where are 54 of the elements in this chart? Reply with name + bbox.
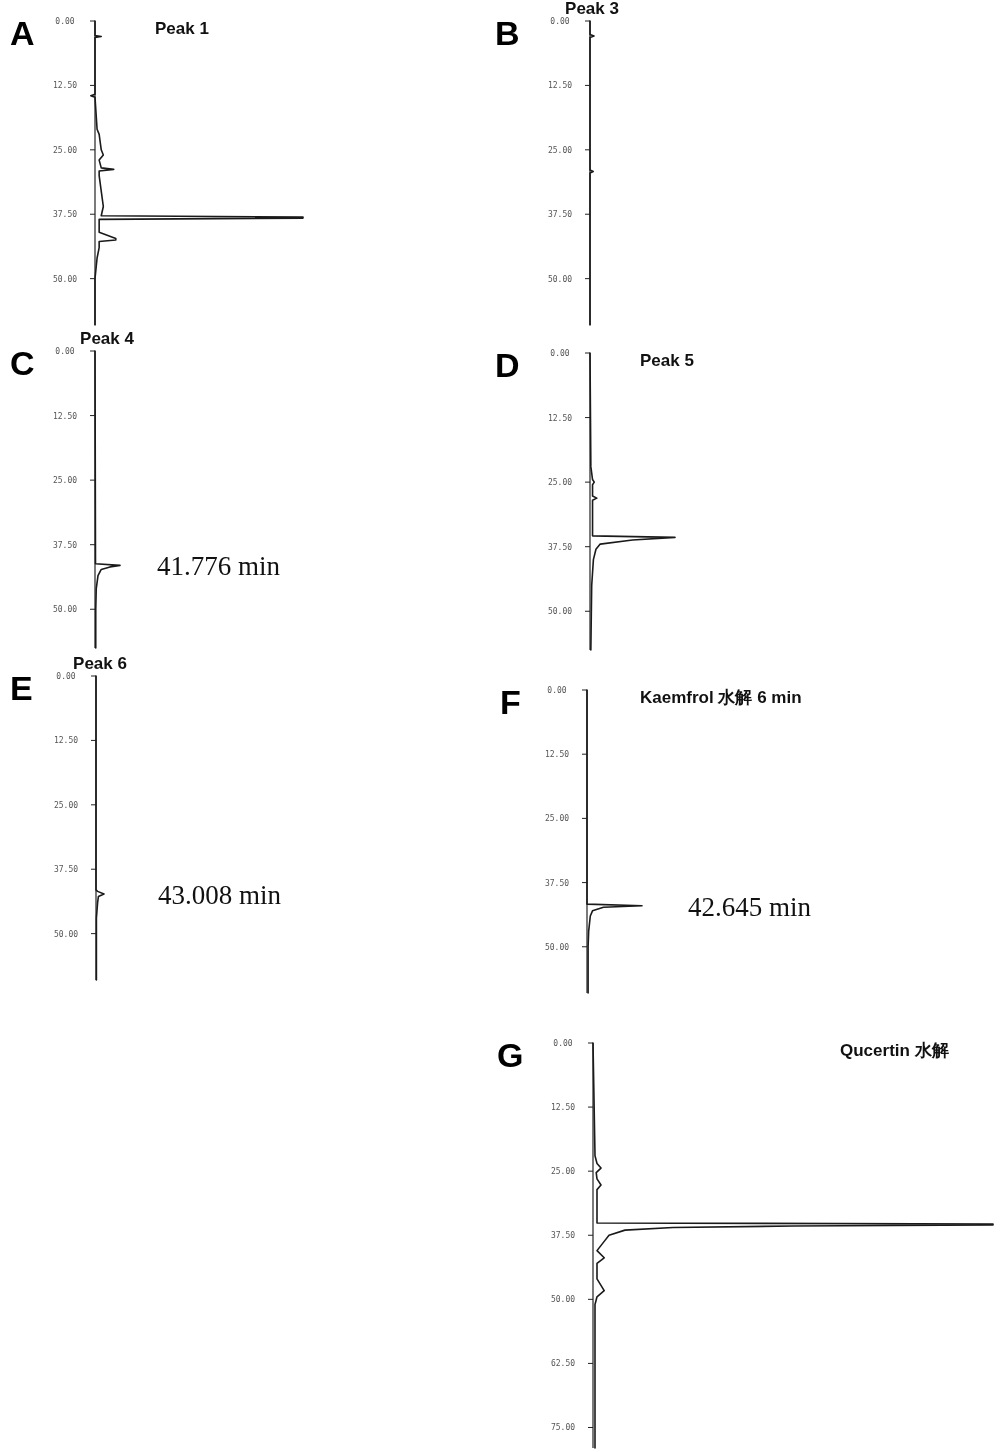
y-tick-label: 0.00 — [550, 17, 570, 26]
text: B — [495, 14, 520, 52]
text: C — [10, 344, 35, 382]
chart-title: Peak 5 — [640, 351, 694, 370]
y-tick-label: 12.50 — [52, 411, 78, 421]
chart-title: Peak 6 — [73, 654, 127, 673]
text: A — [10, 14, 35, 52]
y-tick-label: 50.00 — [547, 274, 573, 284]
y-tick-label: 0.00 — [550, 349, 570, 358]
y-tick-label: 50.00 — [52, 605, 78, 615]
y-tick-label: 75.00 — [550, 1423, 576, 1433]
y-tick-label: 12.50 — [547, 81, 573, 91]
y-tick-label: 12.50 — [544, 750, 570, 760]
text: F — [500, 683, 521, 721]
y-tick-label: 50.00 — [544, 942, 570, 952]
y-tick-label: 37.50 — [550, 1231, 576, 1241]
y-tick-label: 37.50 — [547, 210, 573, 220]
y-tick-label: 0.00 — [55, 347, 75, 356]
y-tick-label: 25.00 — [52, 145, 78, 155]
y-tick-label: 25.00 — [547, 478, 573, 488]
y-tick-label: 25.00 — [544, 814, 570, 824]
y-tick-label: 25.00 — [547, 145, 573, 155]
chart-title: Peak 3 — [565, 0, 619, 18]
text: G — [497, 1036, 524, 1074]
y-tick-label: 62.50 — [550, 1359, 576, 1369]
y-tick-label: 0.00 — [56, 672, 76, 681]
y-tick-label: 12.50 — [52, 81, 78, 91]
y-tick-label: 50.00 — [52, 274, 78, 284]
y-tick-label: 0.00 — [547, 686, 567, 695]
y-tick-label: 50.00 — [547, 607, 573, 617]
y-tick-label: 12.50 — [550, 1103, 576, 1113]
y-tick-label: 37.50 — [52, 210, 78, 220]
y-tick-label: 0.00 — [553, 1039, 573, 1048]
y-tick-label: 0.00 — [55, 17, 75, 26]
chart-title: Qucertin 水解 — [840, 1041, 949, 1060]
y-tick-label: 12.50 — [53, 736, 79, 746]
chart-title: Peak 1 — [155, 19, 209, 38]
chart-title: Peak 4 — [80, 329, 135, 348]
text: D — [495, 346, 520, 384]
text: Kaemfrol 水解 6 min — [640, 688, 802, 707]
y-tick-label: 50.00 — [53, 929, 79, 939]
text: 43.008 min — [158, 879, 282, 910]
y-tick-label: 37.50 — [547, 542, 573, 552]
text: 42.645 min — [688, 891, 812, 922]
y-tick-label: 37.50 — [52, 540, 78, 550]
y-tick-label: 50.00 — [550, 1295, 576, 1305]
y-tick-label: 25.00 — [53, 800, 79, 810]
text: 41.776 min — [157, 551, 281, 582]
y-tick-label: 25.00 — [52, 476, 78, 486]
y-tick-label: 37.50 — [544, 878, 570, 888]
y-tick-label: 37.50 — [53, 865, 79, 875]
text: E — [10, 669, 33, 707]
y-tick-label: 25.00 — [550, 1167, 576, 1177]
y-tick-label: 12.50 — [547, 413, 573, 423]
